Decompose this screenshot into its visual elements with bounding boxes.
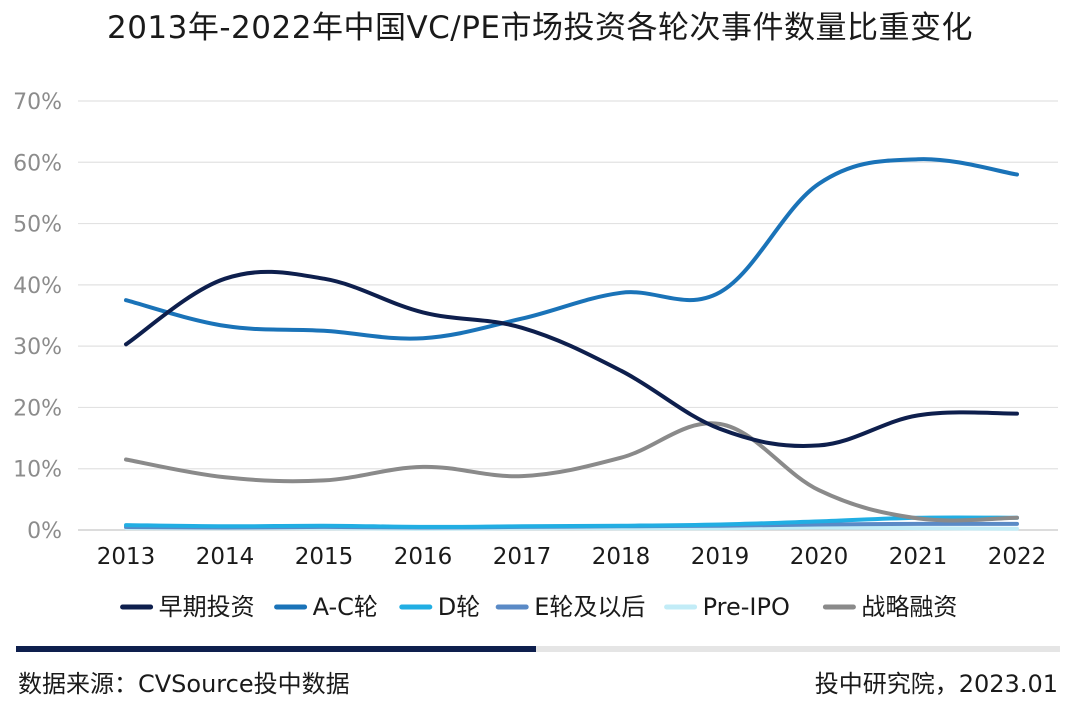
x-tick-label: 2016 [394, 544, 453, 570]
legend-label: 早期投资 [159, 593, 255, 621]
legend-label: 战略融资 [861, 593, 957, 621]
legend-label: D轮 [438, 593, 480, 621]
x-tick-label: 2015 [295, 544, 354, 570]
grid [78, 100, 1058, 531]
x-tick-label: 2018 [592, 544, 651, 570]
y-axis: 0% 10% 20% 30% 40% 50% 60% 70% [13, 90, 62, 544]
footer-divider-light [536, 646, 1060, 652]
y-tick-label: 30% [13, 335, 62, 360]
x-tick-label: 2022 [988, 544, 1047, 570]
x-tick-label: 2017 [493, 544, 552, 570]
x-tick-label: 2021 [889, 544, 948, 570]
series-line-0 [124, 269, 1019, 448]
legend-label: E轮及以后 [534, 593, 645, 621]
series-line-2 [124, 515, 1019, 529]
series-lines [124, 157, 1019, 531]
legend-label: Pre-IPO [703, 593, 790, 621]
y-tick-label: 20% [13, 396, 62, 421]
y-tick-label: 70% [13, 90, 62, 115]
x-tick-label: 2019 [691, 544, 750, 570]
chart-title: 2013年-2022年中国VC/PE市场投资各轮次事件数量比重变化 [106, 10, 974, 46]
y-tick-label: 50% [13, 213, 62, 238]
series-line-5 [124, 421, 1019, 523]
x-tick-label: 2014 [196, 544, 255, 570]
x-axis: 2013 2014 2015 2016 2017 2018 2019 2020 2021 2022 [97, 544, 1047, 570]
y-tick-label: 40% [13, 274, 62, 299]
y-tick-label: 60% [13, 151, 62, 176]
footer-divider-dark [16, 646, 536, 652]
x-tick-label: 2013 [97, 544, 156, 570]
y-tick-label: 10% [13, 458, 62, 483]
source-note: 数据来源：CVSource投中数据 [18, 670, 350, 698]
y-tick-label: 0% [27, 519, 62, 544]
series-line-1 [124, 157, 1019, 341]
legend-label: A-C轮 [313, 593, 378, 621]
credit-note: 投中研究院，2023.01 [814, 670, 1058, 698]
x-tick-label: 2020 [790, 544, 849, 570]
legend: 早期投资 A-C轮 D轮 E轮及以后 Pre-IPO 战略融资 [120, 593, 957, 621]
